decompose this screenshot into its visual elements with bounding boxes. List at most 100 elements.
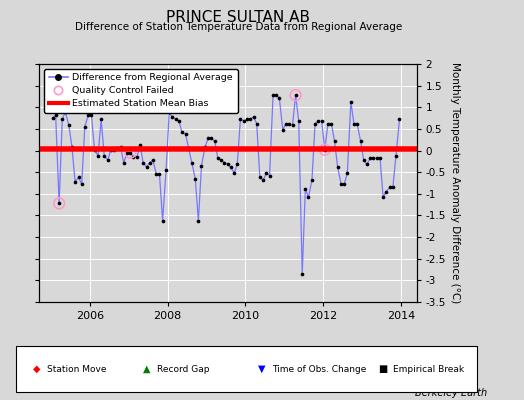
Point <box>340 181 348 188</box>
Point <box>366 155 375 162</box>
Point <box>379 194 387 200</box>
Point <box>194 218 203 224</box>
Point <box>174 118 183 124</box>
Point <box>84 112 93 118</box>
Point <box>78 181 86 188</box>
Point <box>246 116 254 122</box>
Point <box>386 184 394 190</box>
Point <box>353 120 361 127</box>
Point <box>207 135 215 142</box>
Point <box>256 174 264 180</box>
Point <box>262 170 270 176</box>
Point <box>97 116 105 122</box>
Point <box>94 152 102 159</box>
Point <box>136 142 144 148</box>
Point <box>162 167 170 173</box>
Point <box>217 157 225 163</box>
Point <box>373 155 381 162</box>
Point <box>139 160 147 166</box>
Point <box>395 116 403 122</box>
Point <box>204 135 212 142</box>
Text: Empirical Break: Empirical Break <box>393 364 464 374</box>
Point <box>389 184 397 190</box>
Point <box>275 94 283 101</box>
Point <box>324 120 332 127</box>
Point <box>304 194 313 200</box>
Point <box>64 122 73 129</box>
Point <box>146 160 154 166</box>
Point <box>61 108 70 115</box>
Point <box>226 164 235 170</box>
Point <box>288 122 297 129</box>
Point <box>356 138 365 144</box>
Point <box>143 164 151 170</box>
Point <box>55 200 63 206</box>
Point <box>119 160 128 166</box>
Point <box>68 144 76 150</box>
Point <box>223 161 232 168</box>
Point <box>126 150 135 156</box>
Point <box>149 157 157 163</box>
Text: Record Gap: Record Gap <box>157 364 210 374</box>
Point <box>158 218 167 224</box>
Point <box>282 120 290 127</box>
Point <box>188 160 196 166</box>
Point <box>110 146 118 153</box>
Text: Berkeley Earth: Berkeley Earth <box>415 388 487 398</box>
Point <box>330 138 339 144</box>
Point <box>363 161 371 168</box>
Point <box>347 99 355 105</box>
Point <box>168 114 177 120</box>
Point <box>51 112 60 118</box>
Point <box>321 146 329 153</box>
Text: Station Move: Station Move <box>47 364 107 374</box>
Legend: Difference from Regional Average, Quality Control Failed, Estimated Station Mean: Difference from Regional Average, Qualit… <box>44 69 238 113</box>
Point <box>178 129 186 136</box>
Point <box>272 92 280 98</box>
Point <box>155 171 163 178</box>
Point <box>172 116 180 122</box>
Point <box>376 155 384 162</box>
Point <box>74 174 83 180</box>
Point <box>239 118 248 124</box>
Point <box>220 160 228 166</box>
Point <box>129 154 138 160</box>
Text: Time of Obs. Change: Time of Obs. Change <box>272 364 367 374</box>
Point <box>318 118 326 124</box>
Text: ◆: ◆ <box>33 364 40 374</box>
Point <box>126 150 135 156</box>
Point <box>249 114 258 120</box>
Point <box>181 131 190 137</box>
Point <box>298 271 307 277</box>
Point <box>343 170 352 176</box>
Point <box>233 161 242 168</box>
Point <box>321 146 329 153</box>
Point <box>116 144 125 150</box>
Point <box>294 118 303 124</box>
Point <box>90 146 99 153</box>
Text: ▼: ▼ <box>258 364 266 374</box>
Point <box>333 164 342 170</box>
Text: ■: ■ <box>378 364 387 374</box>
Point <box>71 178 79 185</box>
Point <box>58 116 67 122</box>
Point <box>55 200 63 206</box>
Y-axis label: Monthly Temperature Anomaly Difference (°C): Monthly Temperature Anomaly Difference (… <box>450 62 460 304</box>
Point <box>259 177 268 183</box>
Point <box>350 120 358 127</box>
Point <box>291 92 300 98</box>
Point <box>100 152 108 159</box>
Point <box>81 124 89 130</box>
Point <box>382 188 390 195</box>
Point <box>314 118 322 124</box>
Point <box>301 186 310 192</box>
Point <box>392 152 400 159</box>
Point <box>48 115 57 121</box>
Point <box>279 126 287 133</box>
Point <box>308 177 316 183</box>
Point <box>265 172 274 179</box>
Point <box>327 120 335 127</box>
Point <box>165 109 173 116</box>
Point <box>214 155 222 162</box>
Point <box>104 157 112 163</box>
